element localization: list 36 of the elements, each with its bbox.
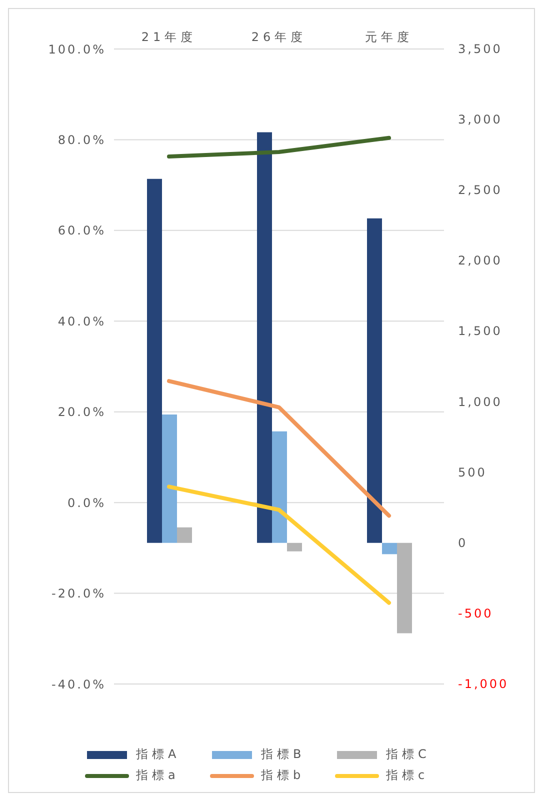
y-tick-label: -40.0% <box>52 677 106 692</box>
y-tick-label: 40.0% <box>58 314 106 328</box>
y-tick-label: 100.0% <box>48 42 106 56</box>
y-tick-label: 20.0% <box>58 405 106 420</box>
y2-tick-label: 1,500 <box>458 324 502 338</box>
legend-label: 指標b <box>261 767 305 784</box>
y2-tick-label: 0 <box>458 536 468 550</box>
bar <box>367 218 382 543</box>
legend-label: 指標A <box>136 746 180 763</box>
legend-label: 指標B <box>261 746 306 763</box>
bar <box>177 527 192 543</box>
bar <box>162 414 177 543</box>
y-tick-label: 60.0% <box>58 224 106 238</box>
legend-label: 指標a <box>136 767 180 784</box>
y-tick-label: 80.0% <box>58 132 106 147</box>
legend-label: 指標C <box>386 746 430 763</box>
bar <box>382 542 397 554</box>
y2-tick-label: 500 <box>458 465 487 480</box>
x-tick-label: 元年度 <box>365 30 413 44</box>
bar <box>272 431 287 543</box>
y2-tick-label: 2,000 <box>458 254 502 268</box>
bar <box>147 178 162 543</box>
y2-tick-label: 2,500 <box>458 183 502 198</box>
y-tick-label: 0.0% <box>68 496 106 510</box>
y-tick-label: -20.0% <box>52 586 106 601</box>
bar <box>287 542 302 552</box>
legend-label: 指標c <box>386 767 429 784</box>
x-tick-label: 21年度 <box>141 30 197 44</box>
bar <box>397 542 412 634</box>
y2-tick-label: -500 <box>458 606 494 620</box>
y2-tick-label: -1,000 <box>458 677 509 691</box>
x-tick-label: 26年度 <box>251 30 307 44</box>
y2-tick-label: 1,000 <box>458 394 502 409</box>
y2-tick-label: 3,500 <box>458 42 502 56</box>
bar <box>257 132 272 543</box>
y2-tick-label: 3,000 <box>458 112 502 127</box>
